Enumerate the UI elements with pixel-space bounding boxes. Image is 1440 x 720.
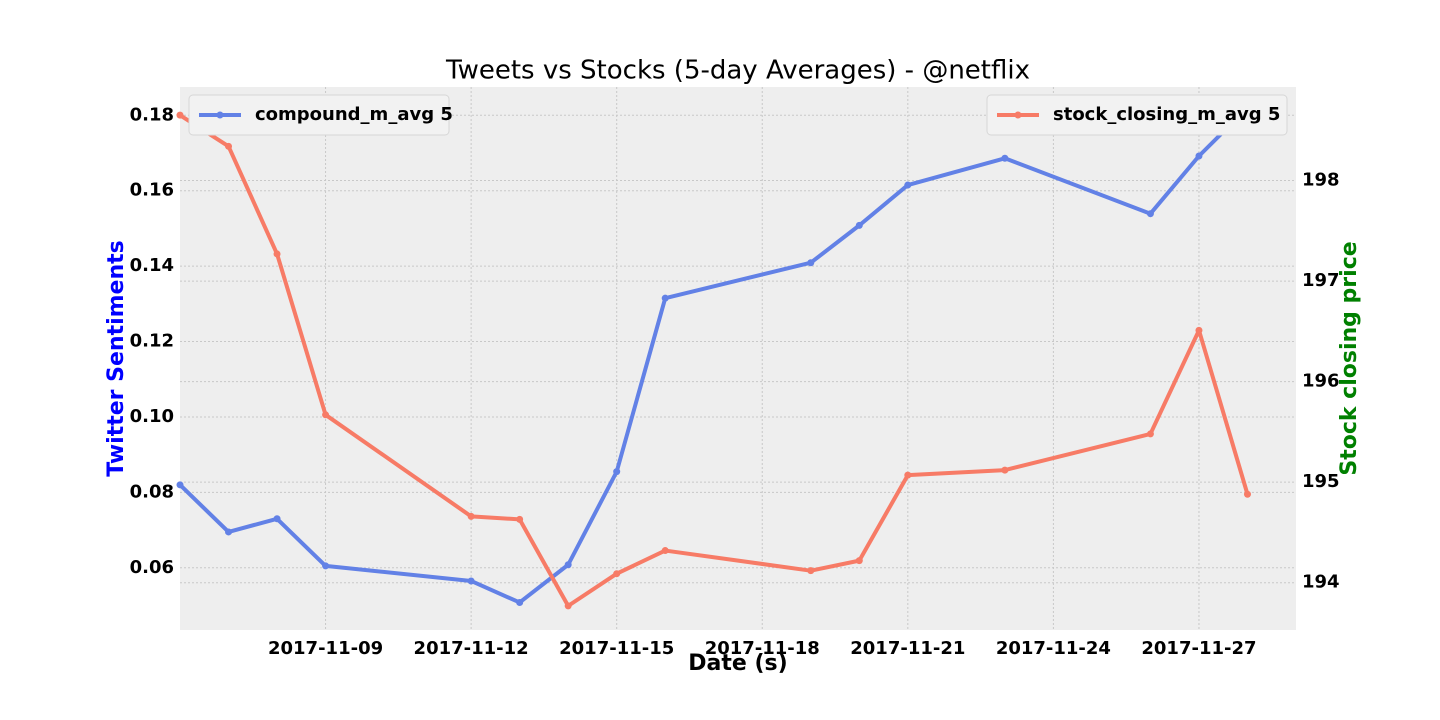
chart-title: Tweets vs Stocks (5-day Averages) - @net…: [445, 56, 1030, 86]
data-point: [661, 547, 669, 555]
y-axis-right-title: Stock closing price: [1337, 241, 1362, 475]
legend-label: stock_closing_m_avg 5: [1053, 104, 1280, 125]
series-layer: [176, 104, 1251, 610]
data-point: [1001, 466, 1009, 474]
series-1: [176, 111, 1251, 610]
data-point: [467, 577, 475, 585]
data-point: [904, 471, 912, 479]
legend-box: [986, 94, 1288, 136]
data-point: [564, 561, 572, 569]
y-right-tick-label: 195: [1302, 471, 1340, 492]
y-left-tick-label: 0.10: [130, 406, 174, 427]
data-point: [516, 515, 524, 523]
legend-marker: [216, 111, 224, 119]
x-axis-title: Date (s): [688, 651, 787, 676]
x-tick-label: 2017-11-27: [1141, 638, 1256, 659]
data-point: [225, 142, 233, 150]
legend-right: stock_closing_m_avg 5: [986, 94, 1288, 136]
data-point: [1146, 210, 1154, 218]
data-point: [807, 259, 815, 267]
y-right-tick-label: 196: [1302, 371, 1340, 392]
data-point: [467, 512, 475, 520]
data-point: [613, 570, 621, 578]
data-point: [807, 567, 815, 575]
data-point: [855, 221, 863, 229]
y-axis-left-title: Twitter Sentiments: [104, 240, 129, 477]
y-left-tick-label: 0.14: [130, 255, 174, 276]
data-point: [904, 181, 912, 189]
data-point: [1243, 490, 1251, 498]
data-point: [1001, 154, 1009, 162]
data-point: [176, 481, 184, 489]
y-right-tick-label: 197: [1302, 270, 1340, 291]
data-point: [322, 562, 330, 570]
y-left-tick-label: 0.16: [130, 180, 174, 201]
data-point: [516, 598, 524, 606]
plot-area: [180, 87, 1296, 630]
legend-label: compound_m_avg 5: [255, 104, 453, 125]
data-point: [273, 250, 281, 258]
series-line: [178, 105, 1250, 605]
data-point: [564, 602, 572, 610]
data-point: [613, 468, 621, 476]
x-tick-label: 2017-11-24: [996, 638, 1111, 659]
data-point: [661, 294, 669, 302]
y-left-tick-label: 0.18: [130, 104, 174, 125]
y-right-tick-label: 198: [1302, 170, 1340, 191]
x-tick-label: 2017-11-21: [850, 638, 965, 659]
y-left-tick-label: 0.06: [130, 557, 174, 578]
data-point: [322, 411, 330, 419]
data-point: [225, 528, 233, 536]
x-tick-label: 2017-11-09: [268, 638, 383, 659]
series-line: [178, 113, 1250, 608]
legend-box: [188, 94, 450, 136]
x-tick-label: 2017-11-18: [705, 638, 820, 659]
data-point: [176, 111, 184, 119]
y-right-tick-label: 194: [1302, 572, 1340, 593]
series-0: [176, 104, 1251, 606]
y-left-tick-label: 0.08: [130, 481, 174, 502]
data-point: [1195, 326, 1203, 334]
legend-left: compound_m_avg 5: [188, 94, 453, 136]
y-left-tick-label: 0.12: [130, 331, 174, 352]
data-point: [1146, 430, 1154, 438]
data-point: [273, 515, 281, 523]
x-tick-label: 2017-11-15: [559, 638, 674, 659]
data-point: [1195, 152, 1203, 160]
x-tick-label: 2017-11-12: [414, 638, 529, 659]
legend-marker: [1014, 111, 1022, 119]
data-point: [855, 557, 863, 565]
axes-layer: 2017-11-09 2017-11-12 2017-11-15 2017-11-18…: [130, 104, 1340, 659]
